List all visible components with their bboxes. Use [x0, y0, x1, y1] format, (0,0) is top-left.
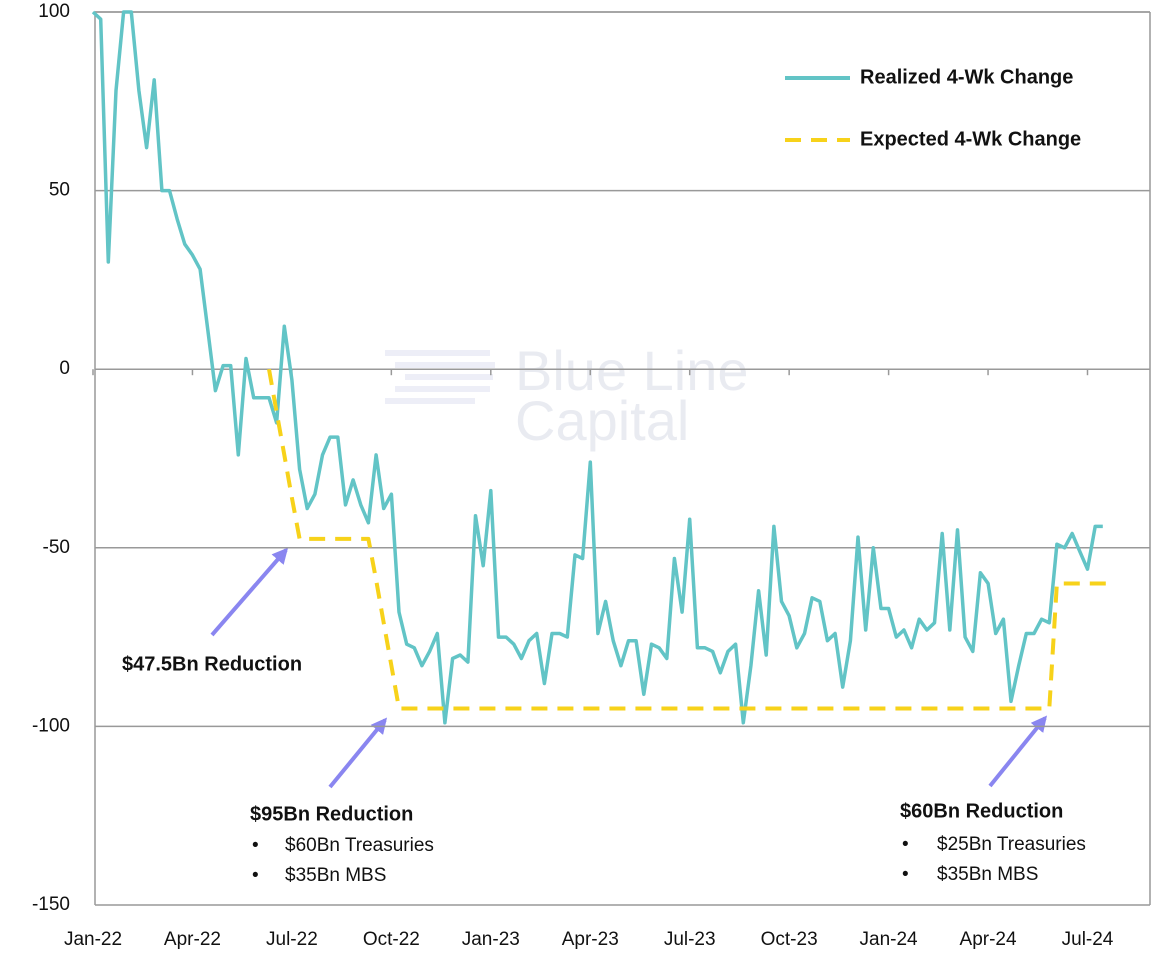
x-tick-label: Apr-24	[960, 929, 1017, 950]
annotation-bullet: $35Bn MBS	[937, 864, 1038, 885]
y-tick-label: -150	[32, 894, 70, 915]
annotation-bullet: $25Bn Treasuries	[937, 834, 1086, 855]
bullet: •	[252, 835, 259, 856]
y-tick-label: -50	[43, 537, 70, 558]
x-tick-label: Jul-23	[664, 929, 716, 950]
watermark: Blue Line Capital	[385, 339, 749, 452]
watermark-text: Blue Line	[515, 339, 749, 402]
legend-label: Expected 4-Wk Change	[860, 128, 1081, 150]
x-tick-label: Jul-24	[1062, 929, 1114, 950]
x-tick-label: Jan-22	[64, 929, 122, 950]
x-tick-label: Oct-23	[761, 929, 818, 950]
annotation: $95Bn Reduction	[250, 803, 413, 825]
x-tick-label: Oct-22	[363, 929, 420, 950]
annotation-arrow	[988, 715, 1048, 788]
x-tick-label: Jan-23	[462, 929, 520, 950]
annotation-arrow	[328, 717, 388, 789]
x-tick-label: Jan-24	[860, 929, 919, 950]
y-tick-label: 50	[49, 180, 70, 201]
x-tick-label: Jul-22	[266, 929, 318, 950]
y-tick-label: -100	[32, 715, 70, 736]
legend-label: Realized 4-Wk Change	[860, 66, 1073, 88]
annotation-arrow	[210, 547, 289, 637]
bullet: •	[902, 834, 909, 855]
annotation-bullet: $60Bn Treasuries	[285, 835, 434, 856]
annotation: $47.5Bn Reduction	[122, 653, 302, 675]
series-line	[91, 10, 1103, 725]
bullet: •	[902, 864, 909, 885]
y-tick-label: 0	[59, 358, 70, 379]
y-tick-label: 100	[38, 1, 70, 22]
x-tick-label: Apr-23	[562, 929, 619, 950]
x-tick-label: Apr-22	[164, 929, 221, 950]
watermark-text: Capital	[515, 389, 689, 452]
series-line	[267, 368, 1111, 711]
bullet: •	[252, 865, 259, 886]
annotation-bullet: $35Bn MBS	[285, 865, 386, 886]
watermark-logo	[385, 350, 495, 404]
annotation: $60Bn Reduction	[900, 800, 1063, 822]
